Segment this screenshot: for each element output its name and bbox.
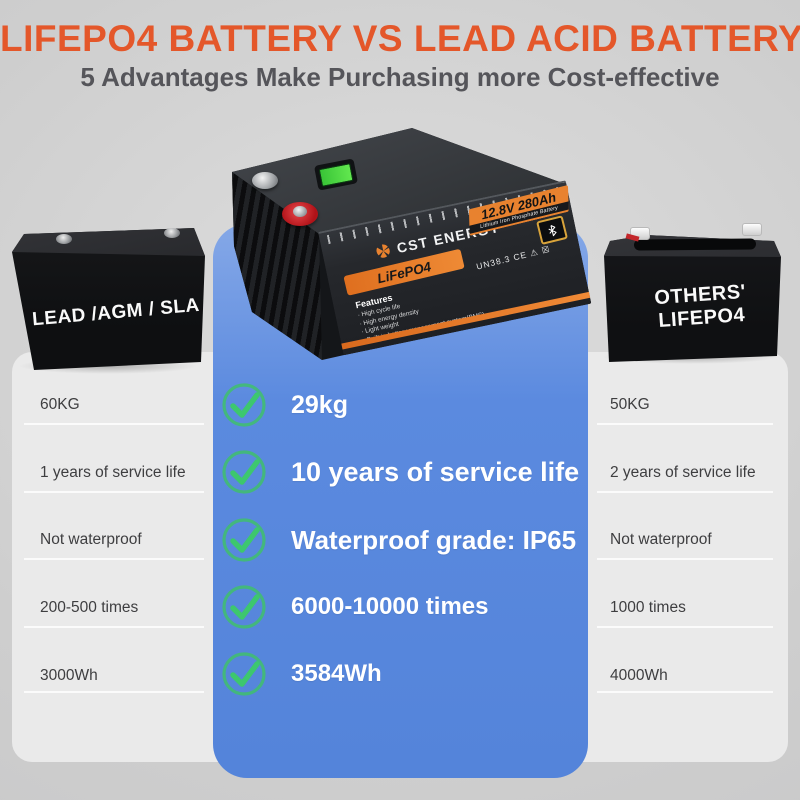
lead-acid-waterproof: Not waterproof [40, 531, 142, 548]
others-lifepo4-battery-image: OTHERS' LIFEPO4 [596, 222, 794, 374]
lead-acid-service-life: 1 years of service life [40, 464, 186, 481]
check-icon [222, 652, 266, 696]
certifications-label: UN38.3 CE ⚠ ☒ [475, 243, 552, 272]
lead-acid-energy: 3000Wh [40, 667, 98, 684]
others-service-life: 2 years of service life [610, 464, 756, 481]
advantage-row: 10 years of service life [221, 449, 579, 495]
cst-advantages-column: 29kg 10 years of service life Waterproof… [213, 224, 588, 778]
positive-terminal [282, 202, 318, 226]
cst-waterproof: Waterproof grade: IP65 [291, 524, 577, 555]
brand-row: CST ENERGY [374, 219, 501, 261]
cst-energy: 3584Wh [291, 660, 382, 687]
check-icon [222, 383, 266, 427]
others-energy: 4000Wh [610, 667, 668, 684]
row-separator [24, 691, 204, 693]
cst-logo-icon [376, 244, 390, 258]
page-title: LIFEPO4 BATTERY VS LEAD ACID BATTERY [0, 18, 800, 59]
row-separator [597, 626, 773, 628]
others-waterproof: Not waterproof [610, 531, 712, 548]
others-cycles: 1000 times [610, 599, 686, 616]
row-separator [24, 491, 204, 493]
terminal-stud [56, 234, 72, 244]
lead-acid-cycles: 200-500 times [40, 599, 139, 616]
advantage-row: Waterproof grade: IP65 [221, 517, 576, 563]
row-separator [24, 558, 204, 560]
row-separator [597, 558, 773, 560]
check-icon [222, 585, 266, 629]
terminal-stud [742, 223, 762, 236]
negative-terminal [252, 172, 278, 189]
battery-front-face: CST ENERGY LiFePO4 Features · High cycle… [318, 180, 592, 356]
row-separator [597, 491, 773, 493]
others-lifepo4-battery-label: OTHERS' LIFEPO4 [633, 279, 770, 334]
row-separator [597, 691, 773, 693]
bluetooth-badge [536, 215, 569, 245]
model-name: LiFePO4 [375, 258, 433, 286]
check-icon [222, 518, 266, 562]
lead-acid-weight: 60KG [40, 396, 80, 413]
advantage-row: 6000-10000 times [221, 584, 488, 630]
cst-service-life: 10 years of service life [291, 456, 580, 487]
lead-acid-column: 60KG 1 years of service life Not waterpr… [12, 352, 212, 762]
terminal-stud [164, 228, 180, 238]
cst-lifepo4-battery-image: CST ENERGY LiFePO4 Features · High cycle… [222, 126, 592, 378]
others-lifepo4-column: 50KG 2 years of service life Not waterpr… [588, 352, 788, 762]
check-icon [222, 450, 266, 494]
terminal-bolt [293, 206, 307, 217]
others-weight: 50KG [610, 396, 650, 413]
row-separator [24, 423, 204, 425]
advantage-row: 29kg [221, 382, 348, 428]
battery-meter-screen [318, 162, 354, 187]
cst-cycles: 6000-10000 times [291, 593, 489, 620]
cst-weight: 29kg [291, 390, 348, 419]
bluetooth-icon [548, 224, 557, 236]
battery-handle-groove [633, 238, 757, 251]
advantage-row: 3584Wh [221, 651, 382, 697]
row-separator [24, 626, 204, 628]
page-subtitle: 5 Advantages Make Purchasing more Cost-e… [80, 62, 720, 92]
row-separator [597, 423, 773, 425]
lead-acid-battery-image: LEAD /AGM / SLA [8, 222, 208, 374]
